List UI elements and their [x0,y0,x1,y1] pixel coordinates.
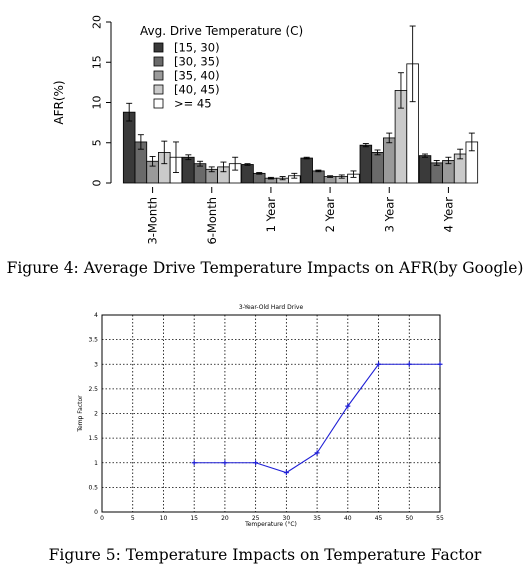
bar [430,162,443,184]
data-point [376,361,382,367]
legend-swatch [153,98,164,109]
x-tick-label: 35 [313,515,321,522]
figure-4-caption: Figure 4: Average Drive Temperature Impa… [6,259,524,277]
data-point [437,361,443,367]
x-tick-label: 10 [160,515,168,522]
data-point [283,470,289,476]
y-tick-label: 3.5 [88,337,98,344]
data-point [345,403,351,409]
legend-label: [30, 35) [174,55,220,69]
legend-swatch [153,70,164,81]
y-tick-label: 1.5 [88,435,98,442]
y-tick-label: 5 [91,139,104,146]
x-tick-label: 50 [405,515,413,522]
x-axis-title: Temperature (°C) [244,521,297,528]
x-tick-label: 1 Year [264,197,278,233]
x-tick-label: 55 [436,515,444,522]
legend-swatch [153,42,164,53]
x-tick-label: 15 [190,515,198,522]
x-tick-label: 6-Month [205,197,219,245]
bar [371,152,384,184]
x-tick-label: 5 [131,515,135,522]
x-tick-label: 40 [344,515,352,522]
x-tick-label: 2 Year [323,197,337,233]
y-tick-label: 0.5 [88,484,98,491]
y-tick-label: 4 [94,312,98,319]
y-tick-label: 2.5 [88,386,98,393]
data-point [314,450,320,456]
data-point [222,460,228,466]
y-tick-label: 0 [94,509,98,516]
data-point [191,460,197,466]
bar [252,172,266,184]
y-tick-label: 20 [91,15,104,29]
x-tick-label: 25 [252,515,260,522]
legend-label: [40, 45) [174,83,220,97]
legend-label: >= 45 [174,97,212,111]
chart-title: 3-Year-Old Hard Drive [239,304,304,311]
afr-bar-chart: 0 5 10 15 20 AFR(%) 3-Month 6-Month 1 Year 2 Year… [52,15,479,245]
x-tick-label: 45 [375,515,383,522]
bar [300,157,313,184]
y-axis-title: AFR(%) [52,80,66,124]
bar [182,156,195,184]
bar [359,144,373,184]
y-axis-title: Temp Factor [77,395,84,433]
y-tick-label: 2 [94,411,98,418]
data-point [406,361,412,367]
y-tick-label: 3 [94,361,98,368]
y-tick-label: 15 [91,55,104,69]
x-tick-label: 0 [100,515,104,522]
x-tick-label: 20 [221,515,229,522]
x-tick-label: 3 Year [382,197,396,233]
y-tick-label: 0 [91,180,104,187]
y-tick-label: 10 [91,96,104,110]
bar [193,163,207,184]
y-tick-label: 1 [94,460,98,467]
x-tick-label: 30 [283,515,291,522]
data-point [253,460,259,466]
legend-title: Avg. Drive Temperature (C) [140,24,303,38]
x-tick-label: 3-Month [146,197,160,245]
bar [418,155,432,184]
legend-swatch [153,56,164,67]
legend-label: [15, 30) [174,41,220,55]
bar [122,111,136,184]
bar [312,170,325,184]
bar [241,164,254,184]
plot-frame [101,314,441,513]
x-tick-label: 4 Year [441,197,455,233]
legend-label: [35, 40) [174,69,220,83]
figure-5-caption: Figure 5: Temperature Impacts on Tempera… [48,546,482,564]
legend-swatch [153,84,164,95]
bar [382,137,396,184]
